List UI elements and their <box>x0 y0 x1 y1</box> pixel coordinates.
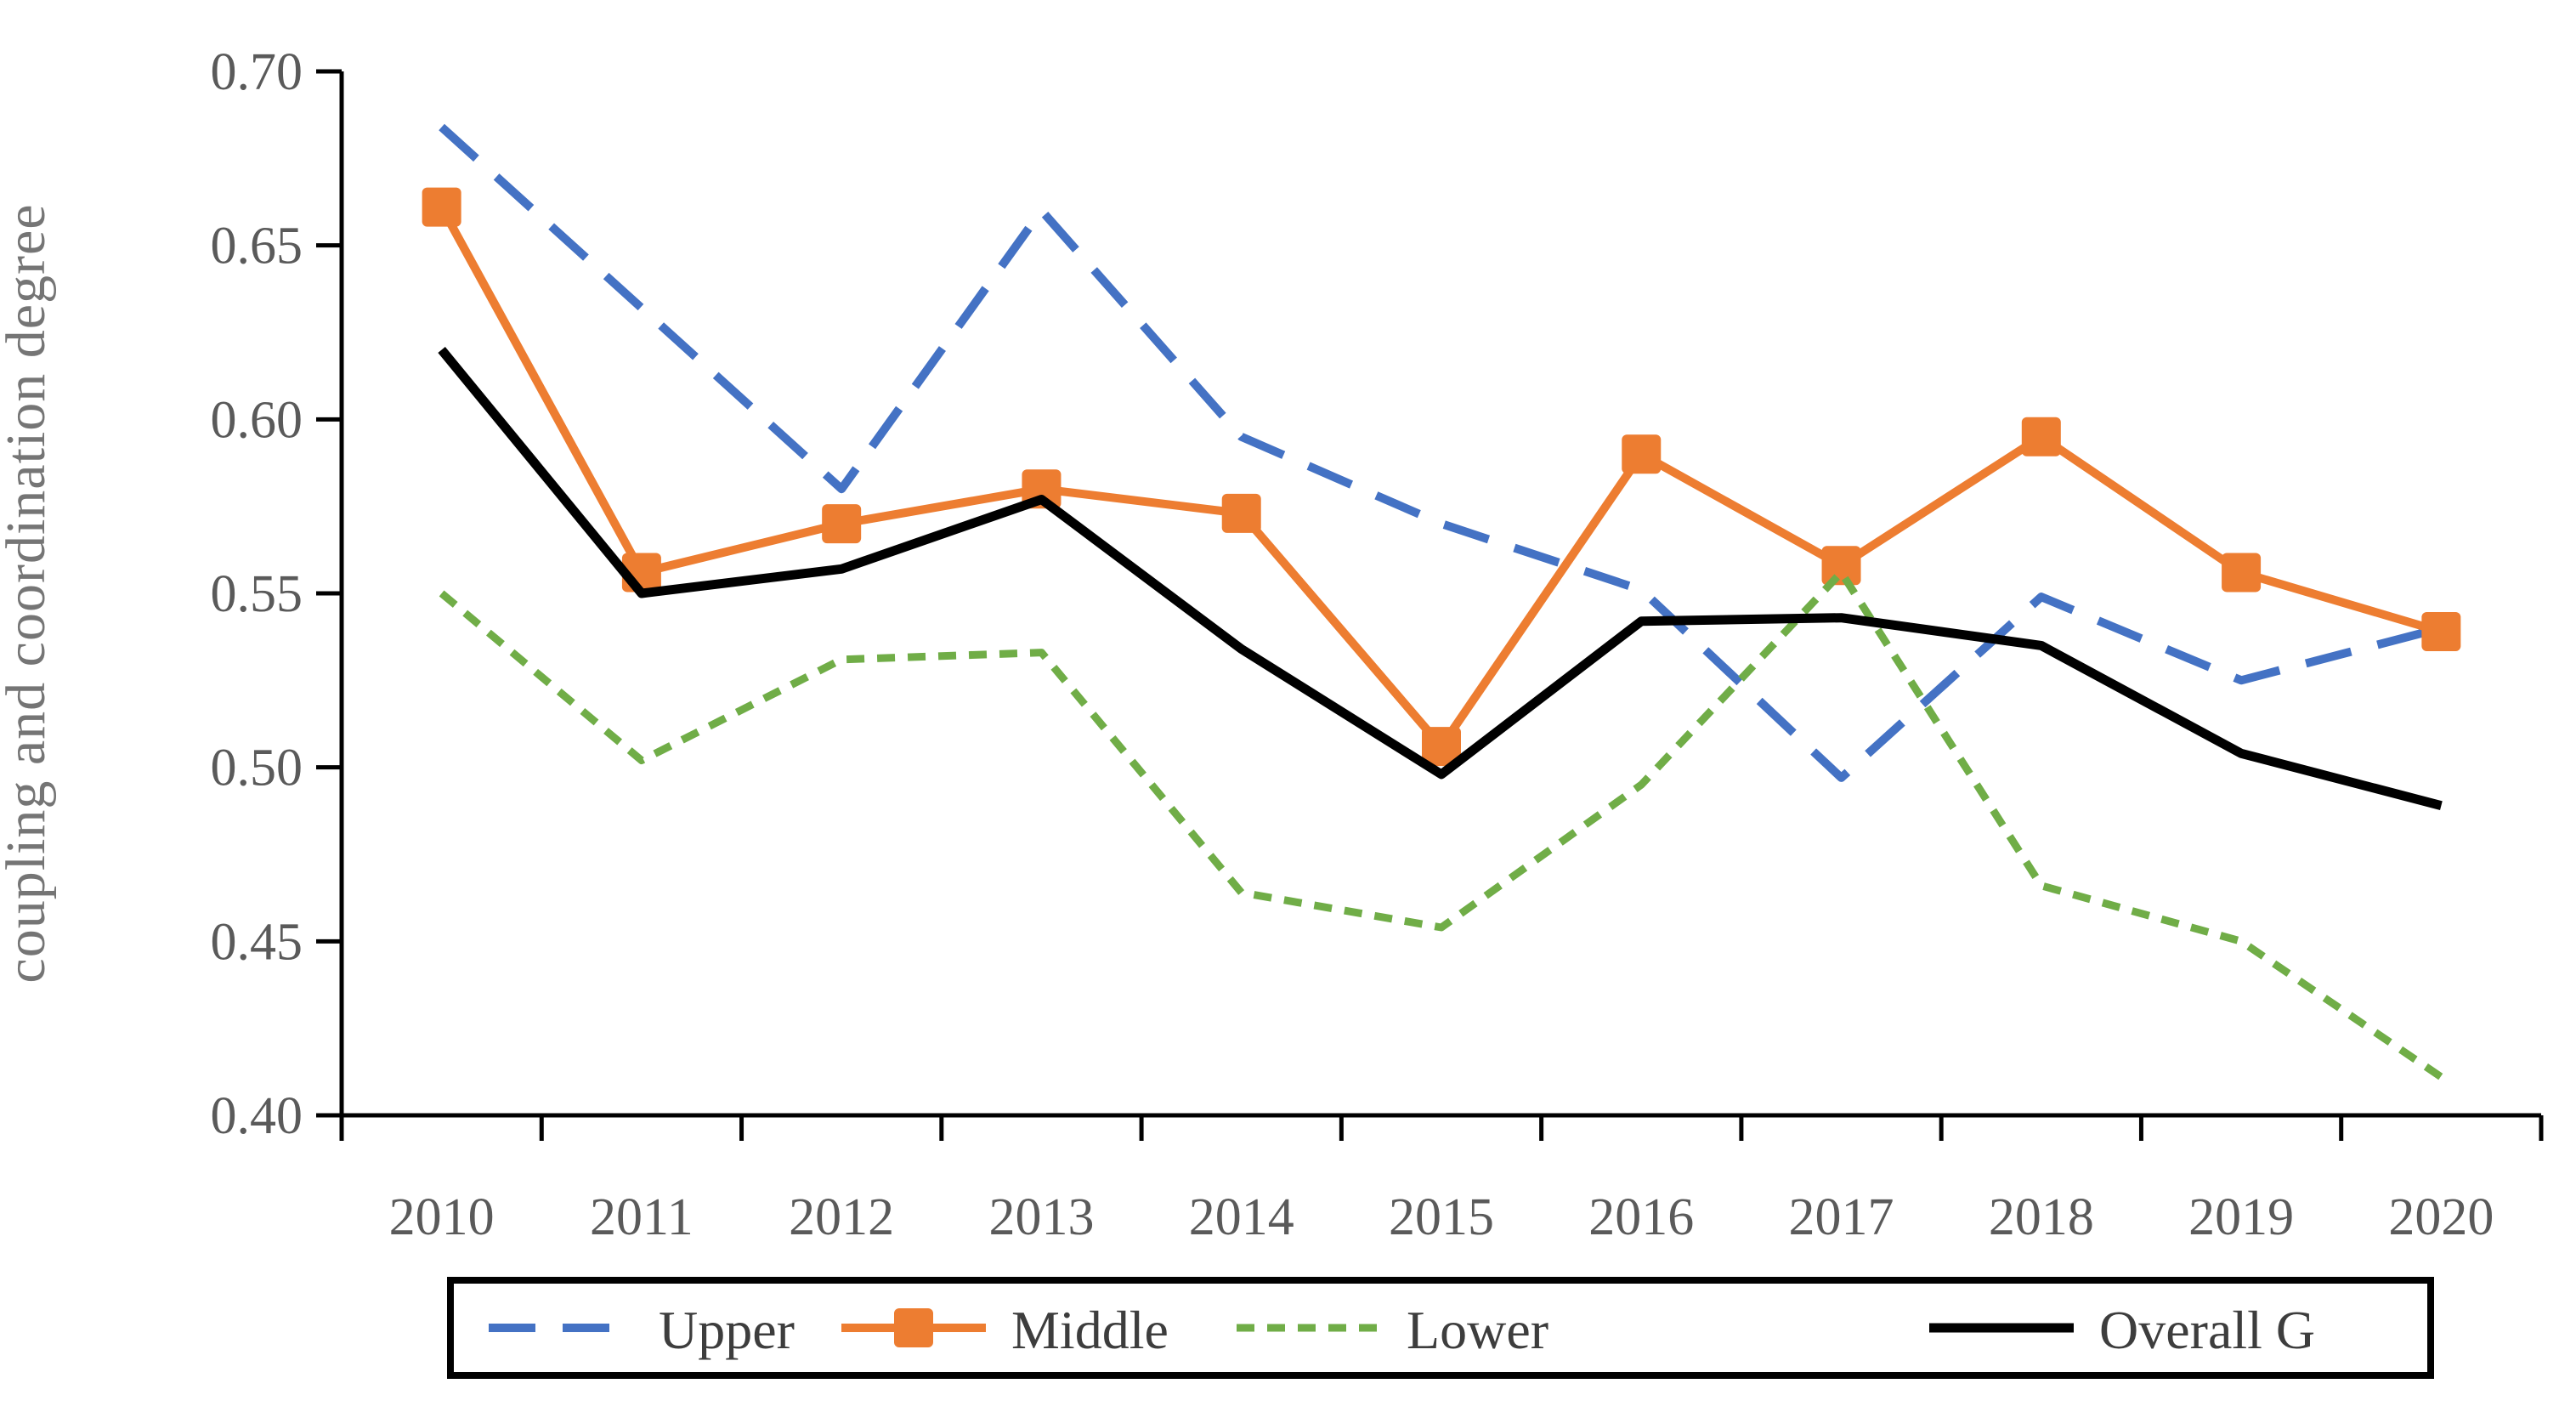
data-point-marker-middle-2016 <box>1622 434 1662 474</box>
data-point-marker-middle-2010 <box>422 187 461 227</box>
legend-label-upper: Upper <box>659 1300 795 1360</box>
data-point-marker-middle-2017 <box>1821 546 1861 586</box>
x-tick-label-2018: 2018 <box>1989 1188 2094 1246</box>
lower-line <box>439 568 2443 1080</box>
data-point-marker-middle-2014 <box>1221 493 1261 533</box>
series-lines <box>422 123 2461 1080</box>
legend-item-upper: Upper <box>489 1300 795 1360</box>
y-tick-label: 0.65 <box>211 218 303 275</box>
legend: Upper Middle Lower Overall G <box>447 1277 2434 1379</box>
y-tick-label: 0.50 <box>211 740 303 797</box>
x-tick-label-2015: 2015 <box>1389 1188 1494 1246</box>
data-point-marker-middle-2012 <box>822 504 862 544</box>
y-tick-label: 0.60 <box>211 391 303 449</box>
overall-g-line <box>438 347 2443 811</box>
y-tick-label: 0.70 <box>211 43 303 101</box>
legend-item-overall-g: Overall G <box>1929 1300 2315 1360</box>
x-tick-label-2016: 2016 <box>1588 1188 1694 1246</box>
axes: 0.40 0.45 0.50 0.55 0.60 0.65 0.70 2010 2011 2012… <box>211 43 2544 1246</box>
legend-item-middle: Middle <box>841 1300 1169 1360</box>
y-tick-label: 0.45 <box>211 913 303 971</box>
data-point-marker-middle-2018 <box>2021 417 2061 456</box>
middle-line <box>438 205 2443 751</box>
legend-label-lower: Lower <box>1407 1300 1548 1360</box>
x-tick-label-2014: 2014 <box>1189 1188 1294 1246</box>
x-tick-label-2017: 2017 <box>1789 1188 1894 1246</box>
y-tick-label: 0.40 <box>211 1087 303 1145</box>
y-axis-title: coupling and coordination degree <box>0 203 57 983</box>
legend-label-overall-g: Overall G <box>2099 1300 2315 1360</box>
series-lower <box>439 568 2443 1080</box>
series-middle <box>422 187 2461 767</box>
x-tick-label-2013: 2013 <box>988 1188 1094 1246</box>
legend-item-lower: Lower <box>1237 1300 1548 1360</box>
x-tick-label-2012: 2012 <box>789 1188 894 1246</box>
x-tick-label-2010: 2010 <box>389 1188 495 1246</box>
legend-box <box>447 1277 2434 1379</box>
y-tick-label: 0.55 <box>211 565 303 623</box>
data-point-marker-middle-2015 <box>1422 727 1461 767</box>
legend-marker-middle <box>894 1308 933 1347</box>
data-point-marker-middle-2020 <box>2421 612 2461 652</box>
upper-line <box>439 123 2443 782</box>
x-tick-label-2019: 2019 <box>2188 1188 2294 1246</box>
legend-label-middle: Middle <box>1011 1300 1169 1360</box>
x-tick-label-2011: 2011 <box>590 1188 694 1246</box>
series-overall-g <box>438 347 2443 811</box>
x-tick-label-2020: 2020 <box>2388 1188 2494 1246</box>
series-upper <box>439 123 2443 782</box>
data-point-marker-middle-2019 <box>2222 553 2262 593</box>
